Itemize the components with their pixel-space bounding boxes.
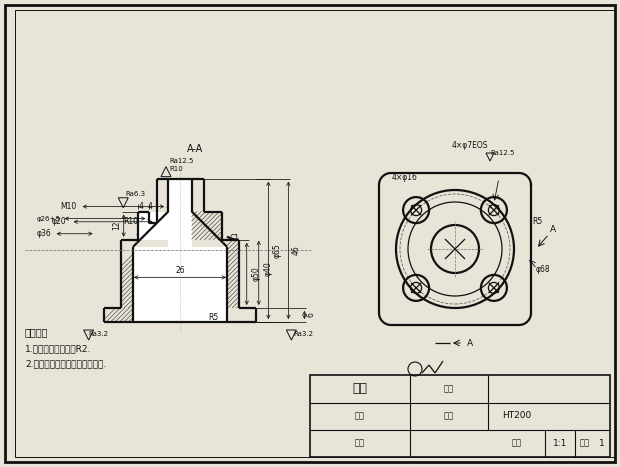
Text: 2.铸件不得有气孔、裂纹等缺陷.: 2.铸件不得有气孔、裂纹等缺陷. <box>25 360 106 368</box>
Text: Ra3.2: Ra3.2 <box>293 331 313 337</box>
Text: 1.未注铸造圆角均为R2.: 1.未注铸造圆角均为R2. <box>25 345 91 354</box>
Text: 6: 6 <box>307 312 316 318</box>
Text: A: A <box>550 225 556 234</box>
Text: R10: R10 <box>169 166 183 172</box>
Text: 材料: 材料 <box>444 411 454 420</box>
Text: 4: 4 <box>138 202 143 211</box>
Text: A-A: A-A <box>187 144 203 154</box>
Text: 数量: 数量 <box>580 439 590 447</box>
Text: 图号: 图号 <box>444 384 454 394</box>
Text: 26: 26 <box>175 266 185 275</box>
Text: 制图: 制图 <box>355 411 365 420</box>
Text: φ65: φ65 <box>273 243 282 258</box>
Text: R5: R5 <box>208 312 219 321</box>
Text: 1:1: 1:1 <box>553 439 567 447</box>
Text: 12: 12 <box>112 221 121 230</box>
Bar <box>138 212 168 240</box>
Text: 4×φ16: 4×φ16 <box>392 174 418 183</box>
Bar <box>133 247 227 322</box>
Text: R10: R10 <box>124 217 139 226</box>
Text: φ40: φ40 <box>264 262 272 276</box>
Text: 4: 4 <box>148 202 152 211</box>
Text: 1: 1 <box>599 439 605 447</box>
Text: 阀盖: 阀盖 <box>353 382 368 396</box>
Text: 46: 46 <box>292 246 301 255</box>
Text: φ26+9: φ26+9 <box>37 216 61 222</box>
Text: R5: R5 <box>532 217 542 226</box>
Text: Ra12.5: Ra12.5 <box>491 150 515 156</box>
Text: 审核: 审核 <box>355 439 365 447</box>
Text: M10: M10 <box>61 202 77 211</box>
Text: 4×φ7EOS: 4×φ7EOS <box>452 141 489 149</box>
Text: Ra6.3: Ra6.3 <box>125 191 145 197</box>
Bar <box>168 179 192 247</box>
Text: C1: C1 <box>230 234 240 243</box>
Text: Ra12.5: Ra12.5 <box>170 158 194 163</box>
Text: φ68: φ68 <box>536 264 551 274</box>
Text: 技术要求: 技术要求 <box>25 327 48 337</box>
Text: φ50: φ50 <box>251 267 260 281</box>
Text: Ra3.2: Ra3.2 <box>89 331 108 337</box>
Text: A: A <box>467 339 473 347</box>
Text: 比例: 比例 <box>512 439 522 447</box>
Bar <box>310 375 610 457</box>
Text: φ20: φ20 <box>51 217 66 226</box>
Text: φ36: φ36 <box>36 229 51 238</box>
Text: HT200: HT200 <box>502 411 531 420</box>
